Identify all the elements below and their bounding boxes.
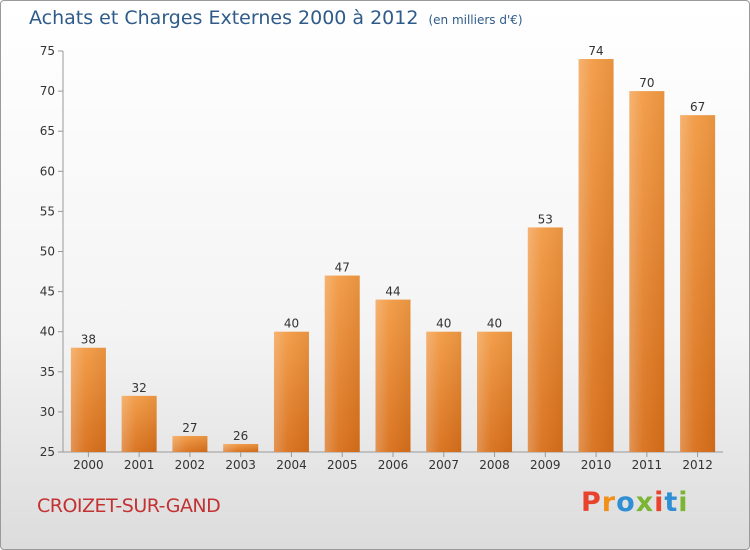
commune-name: CROIZET-SUR-GAND	[37, 495, 221, 517]
logo-letter: x	[635, 487, 655, 518]
bar-value-label: 40	[487, 317, 502, 331]
logo-letter: i	[678, 487, 689, 518]
bar-shine	[70, 347, 106, 452]
bar-value-label: 74	[588, 44, 603, 58]
bar-value-label: 40	[284, 317, 299, 331]
chart-title: Achats et Charges Externes 2000 à 2012 (e…	[29, 7, 523, 29]
bar-shine	[273, 331, 309, 452]
bar-value-label: 32	[132, 381, 147, 395]
x-tick-label: 2003	[225, 458, 256, 472]
bar-shine	[426, 331, 462, 452]
y-tick-label: 30	[40, 405, 55, 419]
bar-value-label: 38	[81, 333, 96, 347]
bar-shine	[172, 435, 208, 452]
x-tick-label: 2005	[327, 458, 358, 472]
bar-group: 44	[375, 285, 411, 452]
bar-value-label: 53	[538, 212, 553, 226]
bar-shine	[223, 443, 259, 452]
y-tick-label: 45	[40, 285, 55, 299]
bar-group: 32	[121, 381, 157, 452]
bar-group: 38	[70, 333, 106, 452]
bar-group: 26	[223, 429, 259, 452]
bar-value-label: 44	[385, 285, 400, 299]
bar-shine	[578, 59, 614, 453]
bar-value-label: 40	[436, 317, 451, 331]
bar-shine	[121, 395, 157, 452]
x-tick-label: 2011	[632, 458, 663, 472]
logo-letter: r	[601, 487, 617, 518]
y-tick-label: 50	[40, 245, 55, 259]
x-tick-label: 2006	[378, 458, 409, 472]
bar-shine	[629, 91, 665, 452]
logo-letter: o	[616, 487, 636, 518]
x-tick-label: 2001	[124, 458, 155, 472]
y-tick-label: 70	[40, 84, 55, 98]
x-tick-label: 2010	[581, 458, 612, 472]
bar-shine	[680, 115, 716, 452]
bar-group: 67	[680, 100, 716, 452]
x-tick-label: 2012	[682, 458, 713, 472]
bar-group: 40	[477, 317, 513, 452]
bar-shine	[375, 299, 411, 452]
bar-value-label: 26	[233, 429, 248, 443]
proxiti-logo[interactable]: Proxiti	[581, 487, 689, 518]
bar-group: 53	[527, 212, 563, 452]
logo-letter: i	[654, 487, 665, 518]
bar-group: 74	[578, 44, 614, 453]
bar-group: 40	[426, 317, 462, 452]
logo-letter: t	[664, 487, 679, 518]
bar-group: 47	[324, 261, 360, 452]
chart-subtitle: (en milliers d'€)	[428, 13, 523, 27]
bars: 38 32 27 26 40 47 44 40 40 53 74 70 67	[70, 44, 716, 453]
bar-group: 40	[273, 317, 309, 452]
y-tick-label: 40	[40, 325, 55, 339]
bar-shine	[527, 227, 563, 452]
bar-shine	[324, 275, 360, 452]
y-tick-label: 35	[40, 365, 55, 379]
logo-letter: P	[581, 487, 602, 518]
x-tick-label: 2009	[530, 458, 561, 472]
y-tick-label: 75	[40, 44, 55, 58]
bar-group: 27	[172, 421, 208, 452]
chart-title-text: Achats et Charges Externes 2000 à 2012	[29, 7, 419, 29]
y-tick-label: 55	[40, 204, 55, 218]
x-tick-label: 2002	[175, 458, 206, 472]
x-tick-label: 2000	[73, 458, 104, 472]
bar-group: 70	[629, 76, 665, 452]
y-tick-label: 60	[40, 164, 55, 178]
bar-value-label: 67	[690, 100, 705, 114]
bar-value-label: 27	[182, 421, 197, 435]
y-tick-label: 25	[40, 445, 55, 459]
x-tick-label: 2004	[276, 458, 307, 472]
bar-value-label: 70	[639, 76, 654, 90]
bar-shine	[477, 331, 513, 452]
x-tick-label: 2008	[479, 458, 510, 472]
bar-value-label: 47	[335, 261, 350, 275]
x-tick-label: 2007	[428, 458, 459, 472]
y-tick-label: 65	[40, 124, 55, 138]
